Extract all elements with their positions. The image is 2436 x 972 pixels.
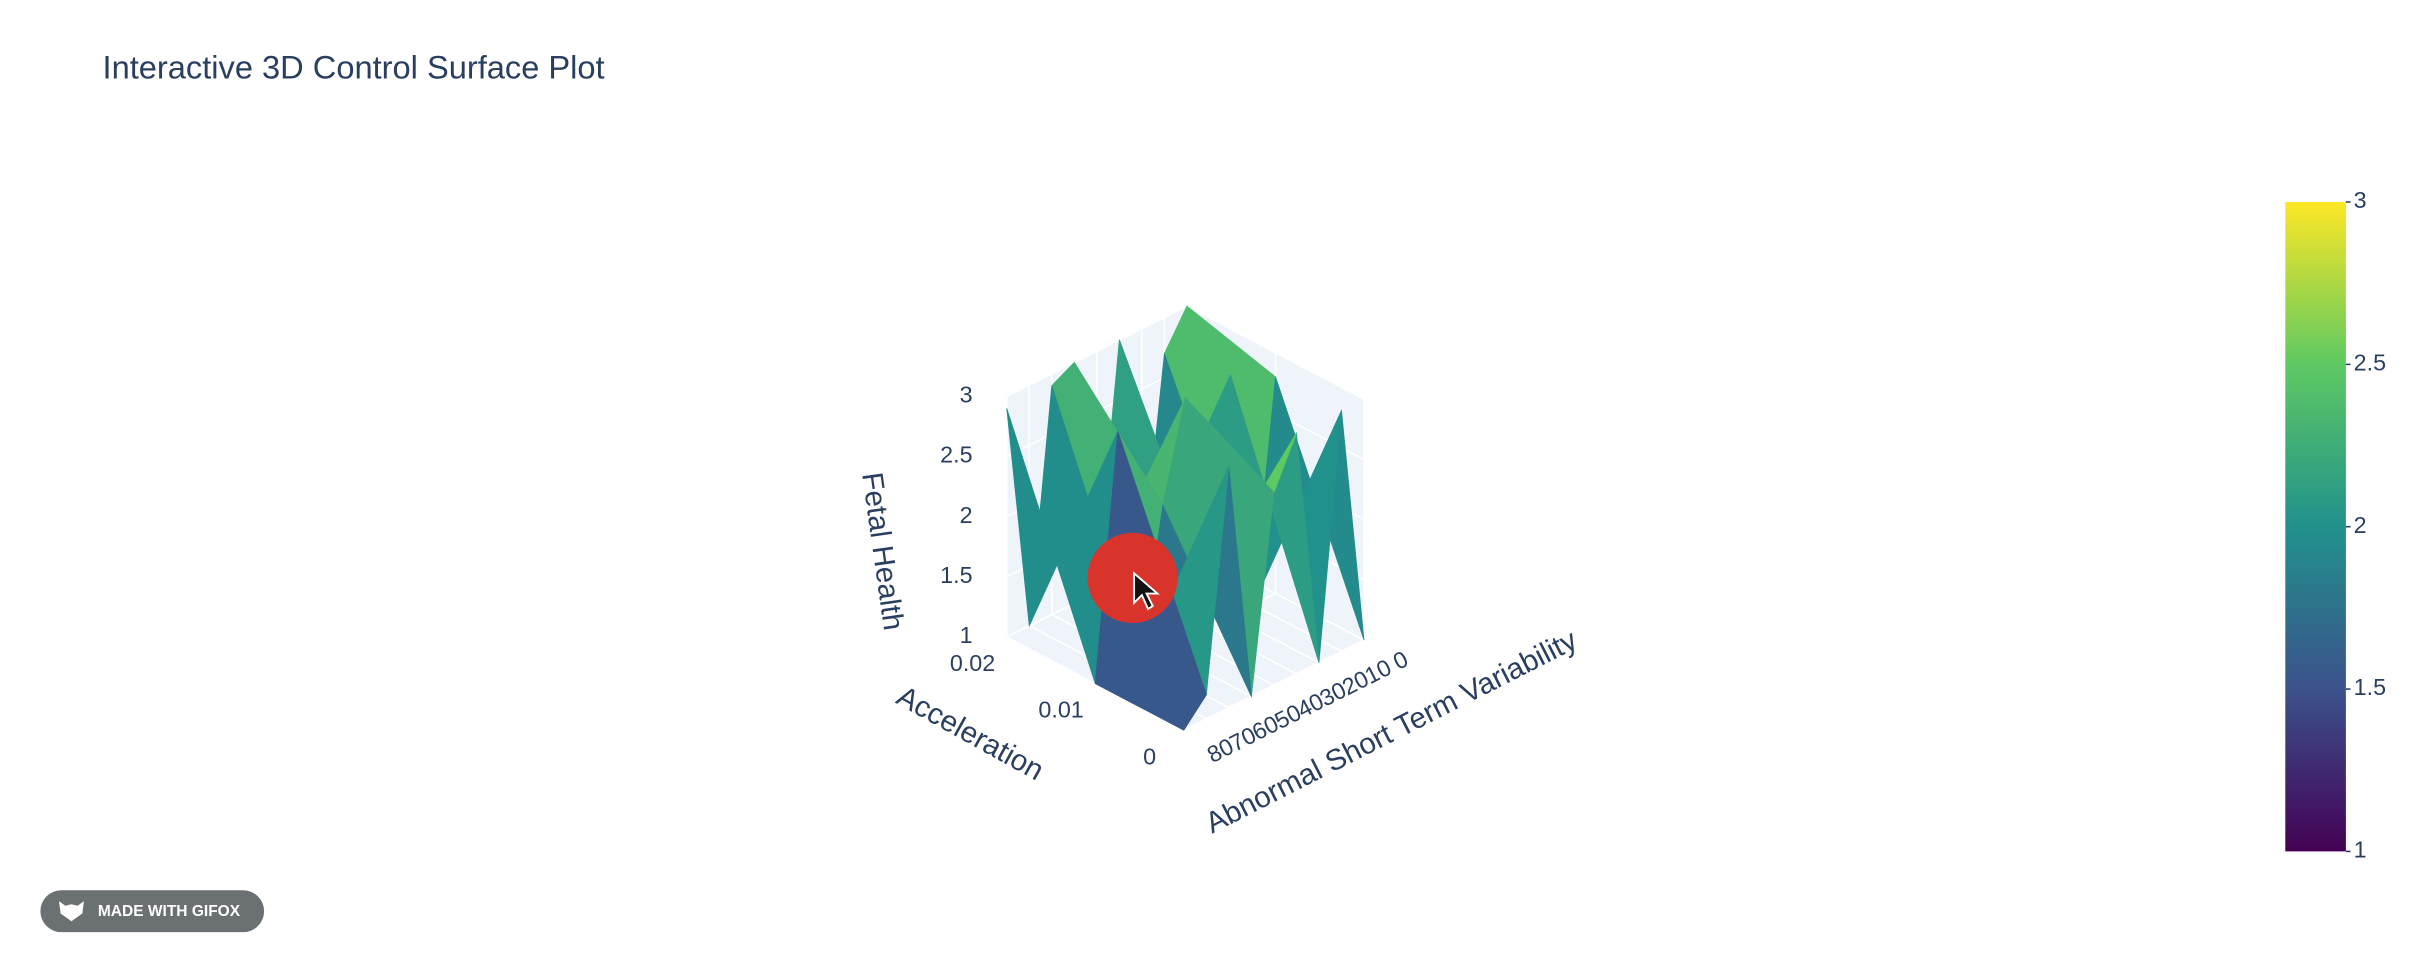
colorbar-tick-label: 2 [2354,512,2367,538]
badge-text: MADE WITH GIFOX [98,903,241,920]
z-tick-label: 2.5 [940,442,972,468]
z-tick-label: 1 [960,622,973,648]
z-tick-label: 2 [960,502,973,528]
colorbar-ticks: 1 1.5 2 2.5 3 [2345,187,2386,863]
colorbar-tick-label: 1 [2354,837,2367,863]
colorbar-tick-label: 2.5 [2354,350,2386,376]
y-tick-label: 0.02 [950,650,995,676]
z-axis-title: Fetal Health [855,470,910,632]
badge: MADE WITH GIFOX [40,890,265,933]
cursor [1087,532,1178,624]
z-tick-label: 1.5 [940,562,972,588]
y-tick-label: 0 [1143,743,1156,769]
y-axis-title: Acceleration [891,680,1049,788]
colorbar [2285,202,2346,852]
colorbar-tick-label: 3 [2354,187,2367,213]
y-tick-label: 0.01 [1038,697,1083,723]
chart-title: Interactive 3D Control Surface Plot [103,49,605,86]
z-tick-label: 3 [960,381,973,407]
colorbar-tick-label: 1.5 [2354,674,2386,700]
